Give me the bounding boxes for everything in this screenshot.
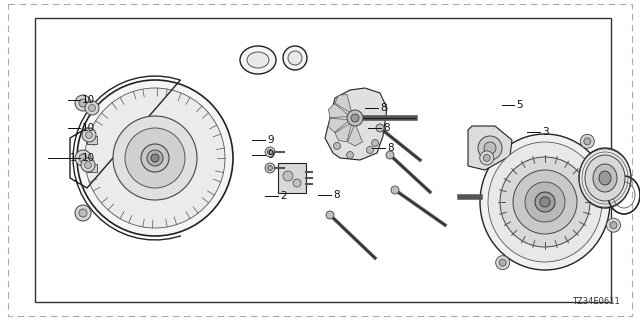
Circle shape — [610, 222, 617, 229]
Circle shape — [268, 149, 273, 155]
Circle shape — [480, 151, 493, 165]
Ellipse shape — [480, 134, 610, 270]
Circle shape — [607, 218, 620, 232]
Circle shape — [584, 138, 591, 145]
Bar — [87, 136, 97, 144]
Circle shape — [79, 154, 87, 162]
Circle shape — [376, 124, 384, 132]
Circle shape — [293, 179, 301, 187]
Polygon shape — [335, 122, 352, 142]
Circle shape — [351, 114, 359, 122]
Ellipse shape — [593, 164, 617, 192]
Polygon shape — [348, 123, 362, 146]
Circle shape — [86, 132, 93, 139]
Bar — [278, 163, 306, 193]
Circle shape — [75, 150, 91, 166]
Circle shape — [333, 142, 340, 149]
Text: 8: 8 — [387, 143, 394, 153]
Circle shape — [535, 192, 555, 212]
Bar — [35, 18, 611, 302]
Circle shape — [85, 88, 225, 228]
Polygon shape — [335, 94, 352, 114]
Circle shape — [499, 259, 506, 266]
Text: 10: 10 — [82, 123, 95, 133]
Circle shape — [151, 154, 159, 162]
Circle shape — [113, 116, 197, 200]
Circle shape — [84, 162, 92, 169]
Text: 5: 5 — [516, 100, 523, 110]
Text: TZ34E0611: TZ34E0611 — [572, 297, 620, 306]
Circle shape — [141, 144, 169, 172]
Circle shape — [147, 150, 163, 166]
Polygon shape — [468, 126, 512, 170]
Polygon shape — [328, 118, 350, 132]
Circle shape — [371, 140, 378, 147]
Circle shape — [288, 51, 302, 65]
Ellipse shape — [599, 171, 611, 185]
Text: 8: 8 — [333, 190, 340, 200]
Circle shape — [88, 105, 95, 111]
Circle shape — [283, 46, 307, 70]
Text: 3: 3 — [542, 127, 548, 137]
Circle shape — [283, 171, 293, 181]
Circle shape — [77, 80, 233, 236]
Circle shape — [326, 211, 334, 219]
Circle shape — [484, 142, 496, 154]
Text: 10: 10 — [82, 153, 95, 163]
Text: 10: 10 — [82, 95, 95, 105]
Circle shape — [391, 186, 399, 194]
Circle shape — [347, 110, 363, 126]
Circle shape — [85, 101, 99, 115]
Ellipse shape — [585, 155, 625, 201]
Circle shape — [125, 128, 185, 188]
Circle shape — [580, 134, 595, 148]
Circle shape — [386, 151, 394, 159]
Text: 1: 1 — [70, 153, 77, 163]
Circle shape — [79, 99, 87, 107]
Circle shape — [478, 136, 502, 160]
Text: 8: 8 — [380, 103, 387, 113]
Circle shape — [75, 205, 91, 221]
Circle shape — [540, 197, 550, 207]
Text: 8: 8 — [383, 123, 390, 133]
Circle shape — [346, 151, 353, 158]
Polygon shape — [328, 104, 350, 118]
Text: 2: 2 — [280, 191, 287, 201]
Circle shape — [525, 182, 565, 222]
Ellipse shape — [488, 142, 602, 262]
Circle shape — [495, 256, 509, 270]
Circle shape — [82, 128, 96, 142]
Ellipse shape — [240, 46, 276, 74]
Circle shape — [81, 158, 95, 172]
Circle shape — [265, 147, 275, 157]
Circle shape — [268, 165, 273, 171]
Circle shape — [367, 147, 374, 154]
Ellipse shape — [579, 148, 631, 208]
Polygon shape — [325, 88, 387, 160]
Bar — [87, 104, 97, 112]
Circle shape — [79, 209, 87, 217]
Text: 9: 9 — [267, 150, 274, 160]
Bar — [87, 164, 97, 172]
Text: 9: 9 — [267, 135, 274, 145]
Circle shape — [500, 157, 590, 247]
Ellipse shape — [247, 52, 269, 68]
Circle shape — [75, 95, 91, 111]
Circle shape — [265, 163, 275, 173]
Circle shape — [483, 155, 490, 161]
Circle shape — [513, 170, 577, 234]
